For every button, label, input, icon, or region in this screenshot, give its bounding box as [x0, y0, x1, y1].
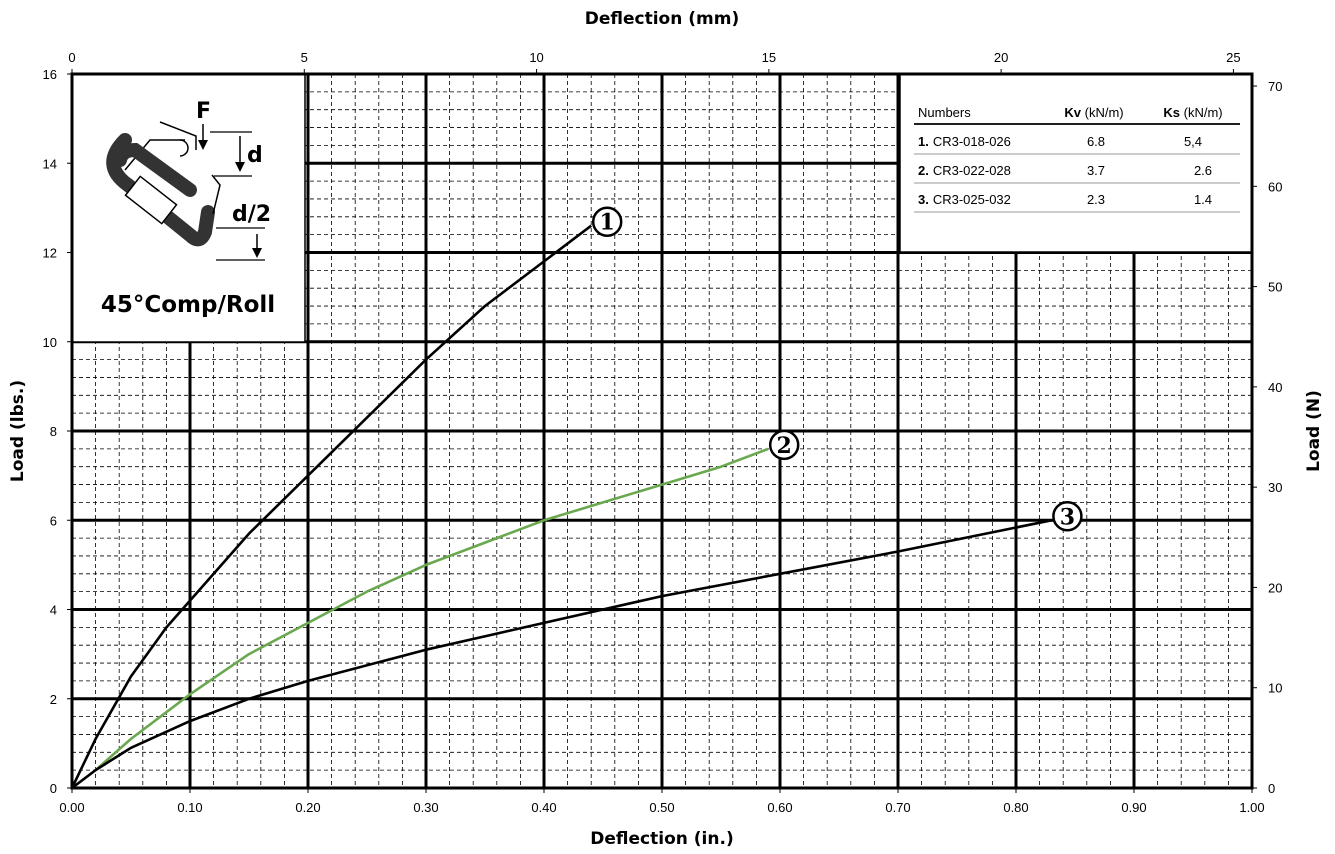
legend-row-number: 1.: [918, 134, 929, 149]
x-tick-label: 0.10: [177, 800, 202, 815]
y-axis-title: Load (lbs.): [8, 380, 28, 482]
legend-row-part-name: CR3-018-026: [933, 134, 1011, 149]
legend-row-ks: 5,4: [1184, 134, 1202, 149]
x2-tick-label: 25: [1226, 50, 1240, 65]
inset-illustration: F d d/2 45°Comp/Roll: [101, 99, 275, 318]
series-line-2: [71, 447, 769, 790]
y-tick-label: 4: [50, 603, 57, 618]
y-tick-label: 8: [50, 424, 57, 439]
legend-header-kv-unit: (kN/m): [1081, 105, 1124, 120]
y-tick-label: 12: [43, 246, 57, 261]
legend-row-part: 3. CR3-025-032: [918, 192, 1011, 207]
y-tick-label: 10: [43, 335, 57, 350]
marker-label-3: 3: [1060, 504, 1075, 530]
marker-circle-3: [1052, 501, 1083, 532]
legend-header-kv-bold: Kv: [1064, 105, 1081, 120]
legend-row-part-name: CR3-025-032: [933, 192, 1011, 207]
y-tick-label: 2: [50, 692, 57, 707]
marker-circle-1: [591, 206, 623, 237]
legend-row-kv: 2.3: [1087, 192, 1105, 207]
y2-tick-label: 20: [1268, 580, 1282, 595]
legend-row-part-name: CR3-022-028: [933, 163, 1011, 178]
x2-tick-label: 15: [762, 50, 776, 65]
y2-tick-label: 30: [1268, 480, 1282, 495]
inset-panel: [71, 73, 306, 343]
y-tick-label: 16: [43, 67, 57, 82]
legend-row-kv: 3.7: [1087, 163, 1105, 178]
force-label: F: [196, 99, 211, 124]
x-tick-label: 0.90: [1121, 800, 1146, 815]
y-axis-left: 0 2 4 6 8 10 12 14 16: [43, 67, 72, 796]
inset-title: 45°Comp/Roll: [101, 292, 275, 318]
legend-row-part: 2. CR3-022-028: [918, 163, 1011, 178]
d2-label: d/2: [232, 202, 271, 227]
x-tick-label: 0.40: [531, 800, 556, 815]
y2-tick-label: 0: [1268, 781, 1275, 796]
y2-tick-label: 40: [1268, 380, 1282, 395]
clip-drawing: [106, 121, 265, 261]
x-axis-top: 0 5 10 15 20 25: [68, 50, 1241, 74]
legend-row-number: 3.: [918, 192, 929, 207]
marker-label-1: 1: [600, 210, 615, 236]
curve-markers: 1 2 3: [591, 206, 1083, 532]
y2-axis-title: Load (N): [1304, 390, 1324, 472]
x2-tick-label: 20: [994, 50, 1008, 65]
y2-tick-label: 70: [1268, 79, 1282, 94]
x2-tick-label: 5: [301, 50, 308, 65]
x-tick-label: 0.50: [649, 800, 674, 815]
y-tick-label: 14: [43, 156, 57, 171]
legend-header-ks-unit: (kN/m): [1180, 105, 1223, 120]
x-axis-title: Deflection (in.): [590, 829, 733, 849]
legend-row-kv: 6.8: [1087, 134, 1105, 149]
x-tick-label: 0.00: [59, 800, 84, 815]
x-tick-label: 0.70: [885, 800, 910, 815]
legend-header-kv: Kv (kN/m): [1064, 105, 1123, 120]
legend-table: Numbers Kv (kN/m) Ks (kN/m) 1. CR3-018-02…: [914, 105, 1240, 213]
legend-row-part: 1. CR3-018-026: [918, 134, 1011, 149]
d-label: d: [247, 143, 263, 168]
x-tick-label: 1.00: [1239, 800, 1264, 815]
x-tick-label: 0.20: [295, 800, 320, 815]
legend-panel: [899, 73, 1253, 253]
x-tick-label: 0.80: [1003, 800, 1028, 815]
legend-row: 1. CR3-018-026 6.8 5,4: [914, 134, 1240, 155]
series-group: [70, 224, 1052, 790]
x2-tick-label: 0: [68, 50, 75, 65]
y-axis-right: 0 10 20 30 40 50 60 70: [1252, 79, 1282, 796]
legend-header-ks-bold: Ks: [1163, 105, 1180, 120]
legend-row: 3. CR3-025-032 2.3 1.4: [914, 192, 1240, 213]
series-line-3: [71, 519, 1052, 790]
marker-label-2: 2: [777, 433, 792, 459]
y2-tick-label: 50: [1268, 280, 1282, 295]
y2-tick-label: 60: [1268, 179, 1282, 194]
x2-axis-title: Deflection (mm): [585, 9, 739, 29]
legend-header-ks: Ks (kN/m): [1163, 105, 1222, 120]
x-tick-label: 0.30: [413, 800, 438, 815]
legend-header-numbers: Numbers: [918, 105, 971, 120]
legend-row-ks: 2.6: [1194, 163, 1212, 178]
x2-tick-label: 10: [529, 50, 543, 65]
x-axis-bottom: 0.00 0.10 0.20 0.30 0.40 0.50 0.60 0.70 0.80 0.90…: [59, 788, 1265, 815]
marker-circle-2: [768, 429, 800, 461]
legend-row: 2. CR3-022-028 3.7 2.6: [914, 163, 1240, 184]
legend-row-number: 2.: [918, 163, 929, 178]
series-line-1: [70, 224, 592, 789]
y-tick-label: 0: [50, 781, 57, 796]
y2-tick-label: 10: [1268, 681, 1282, 696]
legend-row-ks: 1.4: [1194, 192, 1212, 207]
x-tick-label: 0.60: [767, 800, 792, 815]
y-tick-label: 6: [50, 513, 57, 528]
